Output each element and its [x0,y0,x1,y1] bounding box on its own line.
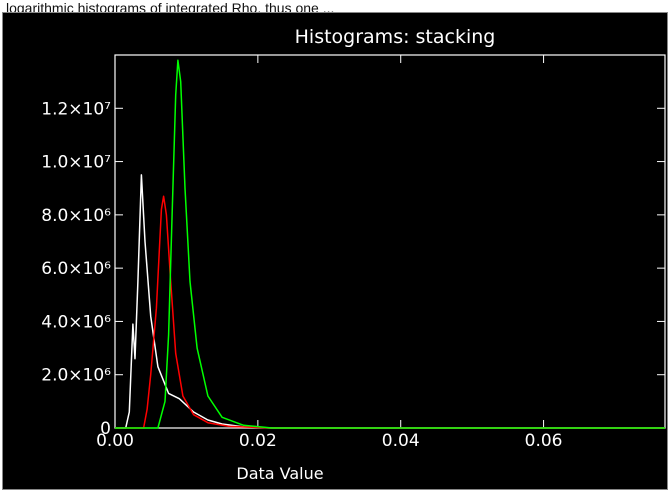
series-layer [115,59,665,429]
y-tick-label: 4.0×10⁶ [41,312,111,332]
plot-window: Histograms: stacking Data Value 0 2.0×10⁶… [2,12,668,490]
x-tick-label: 0.00 [96,431,134,451]
series-line-3 [115,59,665,429]
plot-frame [114,54,666,429]
x-axis-label: Data Value [236,464,323,483]
series-line-2 [115,195,665,429]
y-tick-label: 2.0×10⁶ [41,366,111,386]
y-tick-label: 1.0×10⁷ [41,153,111,173]
y-tick-label: 1.2×10⁷ [41,99,111,119]
histogram-chart: Histograms: stacking Data Value 0 2.0×10⁶… [41,26,666,483]
chart-title: Histograms: stacking [295,26,496,48]
x-tick-label: 0.06 [525,431,563,451]
axes: 0 2.0×10⁶ 4.0×10⁶ 6.0×10⁶ 8.0×10⁶ 1.0×10⁷ 1.2×… [41,54,666,451]
x-tick-label: 0.04 [382,431,420,451]
y-tick-label: 0 [100,419,111,439]
x-tick-label: 0.02 [239,431,277,451]
series-line-1 [115,174,665,429]
y-tick-label: 8.0×10⁶ [41,206,111,226]
y-tick-label: 6.0×10⁶ [41,259,111,279]
